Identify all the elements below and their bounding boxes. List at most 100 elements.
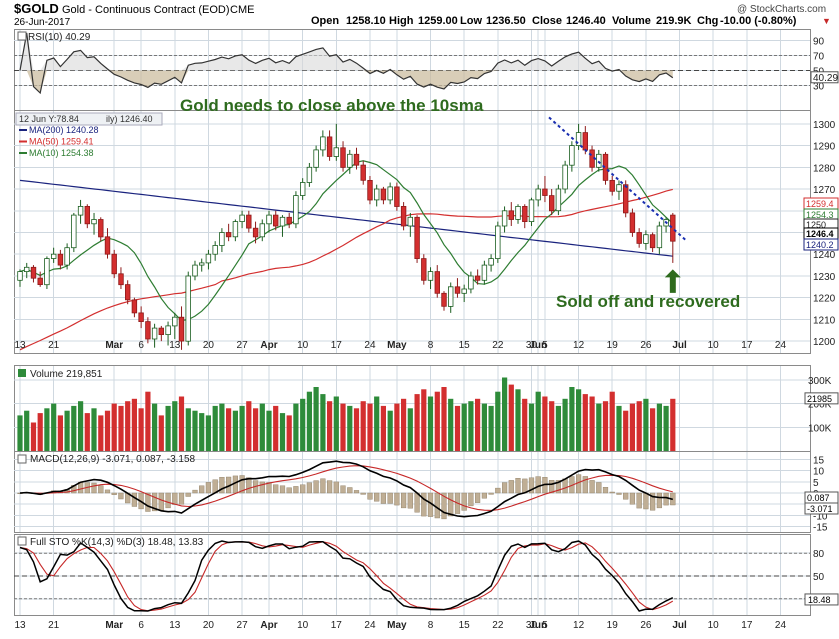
macd-tag: 0.087 (807, 493, 830, 503)
candle-body (151, 327, 158, 340)
volume-bar (427, 396, 434, 451)
candle-body (555, 188, 562, 212)
candle-body (353, 153, 360, 166)
x-tick-label-bottom: 22 (492, 620, 504, 631)
macd-histogram-bar (259, 481, 265, 494)
ma10-line (19, 160, 674, 322)
macd-histogram-bar (475, 492, 481, 503)
rsi-tick: 90 (813, 37, 825, 48)
candle-body (562, 164, 568, 190)
candle-body (212, 245, 218, 255)
volume-bar (226, 408, 232, 451)
x-tick-label-bottom: 13 (169, 620, 181, 631)
downtrend-line (548, 116, 688, 242)
volume-bar (401, 398, 407, 451)
candle-body (569, 145, 575, 166)
price-tick: 1280 (813, 163, 836, 174)
candle-body (501, 210, 508, 227)
macd-histogram-bar (172, 492, 178, 505)
macd-histogram-bar (387, 492, 393, 504)
candle-body (670, 214, 676, 242)
candle-body (616, 184, 622, 192)
volume-bar (333, 396, 339, 451)
volume-bar (145, 391, 151, 451)
candle-body (629, 212, 636, 233)
x-tick-label-bottom: Jun (529, 620, 547, 631)
candle-body (165, 325, 171, 335)
volume-bar (576, 389, 582, 451)
x-tick-label-bottom: 24 (364, 620, 376, 631)
candle-body (373, 188, 380, 201)
volume-value: 219.9K (656, 15, 692, 27)
x-tick-label-bottom: 17 (741, 620, 753, 631)
macd-histogram-bar (394, 492, 400, 506)
macd-histogram-bar (91, 482, 97, 494)
volume-bar (64, 410, 70, 451)
volume-bar (562, 398, 568, 451)
volume-bar (84, 413, 90, 451)
x-tick-label-bottom: 15 (459, 620, 471, 631)
macd-histogram-bar (340, 485, 346, 494)
volume-bar (286, 415, 292, 451)
chg-down-arrow-icon: ▼ (822, 16, 831, 26)
volume-bar (380, 405, 386, 451)
candle-body (649, 234, 656, 249)
macd-histogram-bar (434, 492, 440, 519)
volume-bar (78, 401, 84, 451)
x-tick-label-bottom: 12 (573, 620, 585, 631)
x-tick-label-bottom: Jul (672, 620, 687, 631)
volume-bar (205, 415, 211, 451)
macd-histogram-bar (448, 492, 454, 517)
ma-legend-text: MA(10) 1254.38 (29, 148, 94, 158)
candle-body (461, 288, 467, 294)
ma-legend-text: MA(50) 1259.41 (29, 137, 94, 147)
volume-bar (313, 387, 319, 451)
volume-bar (24, 410, 30, 451)
candle-body (515, 205, 521, 220)
macd-histogram-bar (131, 492, 138, 507)
rsi-last-tag: 40.29 (813, 73, 838, 84)
macd-histogram-bar (508, 480, 514, 494)
macd-histogram-bar (488, 492, 494, 495)
x-tick-label-bottom: 13 (14, 620, 26, 631)
volume-bar (266, 410, 272, 451)
volume-bar (582, 394, 588, 451)
candle-body (279, 216, 286, 227)
x-tick-label-top: 26 (640, 340, 652, 351)
volume-bar (320, 394, 326, 451)
price-tag: 1240.2 (806, 240, 834, 250)
macd-histogram-bar (401, 492, 407, 509)
macd-tick: -10 (813, 511, 828, 522)
volume-bar (515, 389, 521, 451)
candle-body (549, 195, 555, 212)
macd-histogram-bar (596, 482, 602, 494)
volume-bar (239, 405, 245, 451)
macd-histogram-bar (313, 480, 319, 494)
volume-bar (138, 408, 144, 451)
chg-label: Chg (697, 15, 718, 27)
candle-body (643, 234, 649, 244)
volume-bar (259, 403, 265, 451)
x-tick-label-bottom: 19 (607, 620, 619, 631)
macd-histogram-bar (663, 492, 669, 506)
x-tick-label-top: 17 (741, 340, 753, 351)
macd-histogram-bar (636, 492, 642, 509)
x-tick-label-top: 5 (542, 340, 548, 351)
rsi-legend: RSI(10) 40.29 (17, 31, 91, 43)
candle-body (57, 253, 64, 266)
volume-bar (623, 410, 629, 451)
volume-bar (394, 403, 400, 451)
macd-histogram-bar (461, 492, 467, 511)
x-tick-label-bottom: 10 (297, 620, 309, 631)
high-label: High (389, 15, 414, 27)
sto-tag-box (804, 593, 839, 606)
candle-body (138, 312, 144, 322)
price-tag: 1259.4 (806, 199, 834, 209)
macd-histogram-bar (481, 492, 488, 499)
volume-bar (387, 410, 393, 451)
x-tick-label-top: 13 (14, 340, 26, 351)
x-tick-label-top: 24 (364, 340, 376, 351)
volume-bar (51, 403, 57, 451)
candle-body (77, 205, 84, 216)
price-tick: 1240 (813, 250, 836, 261)
